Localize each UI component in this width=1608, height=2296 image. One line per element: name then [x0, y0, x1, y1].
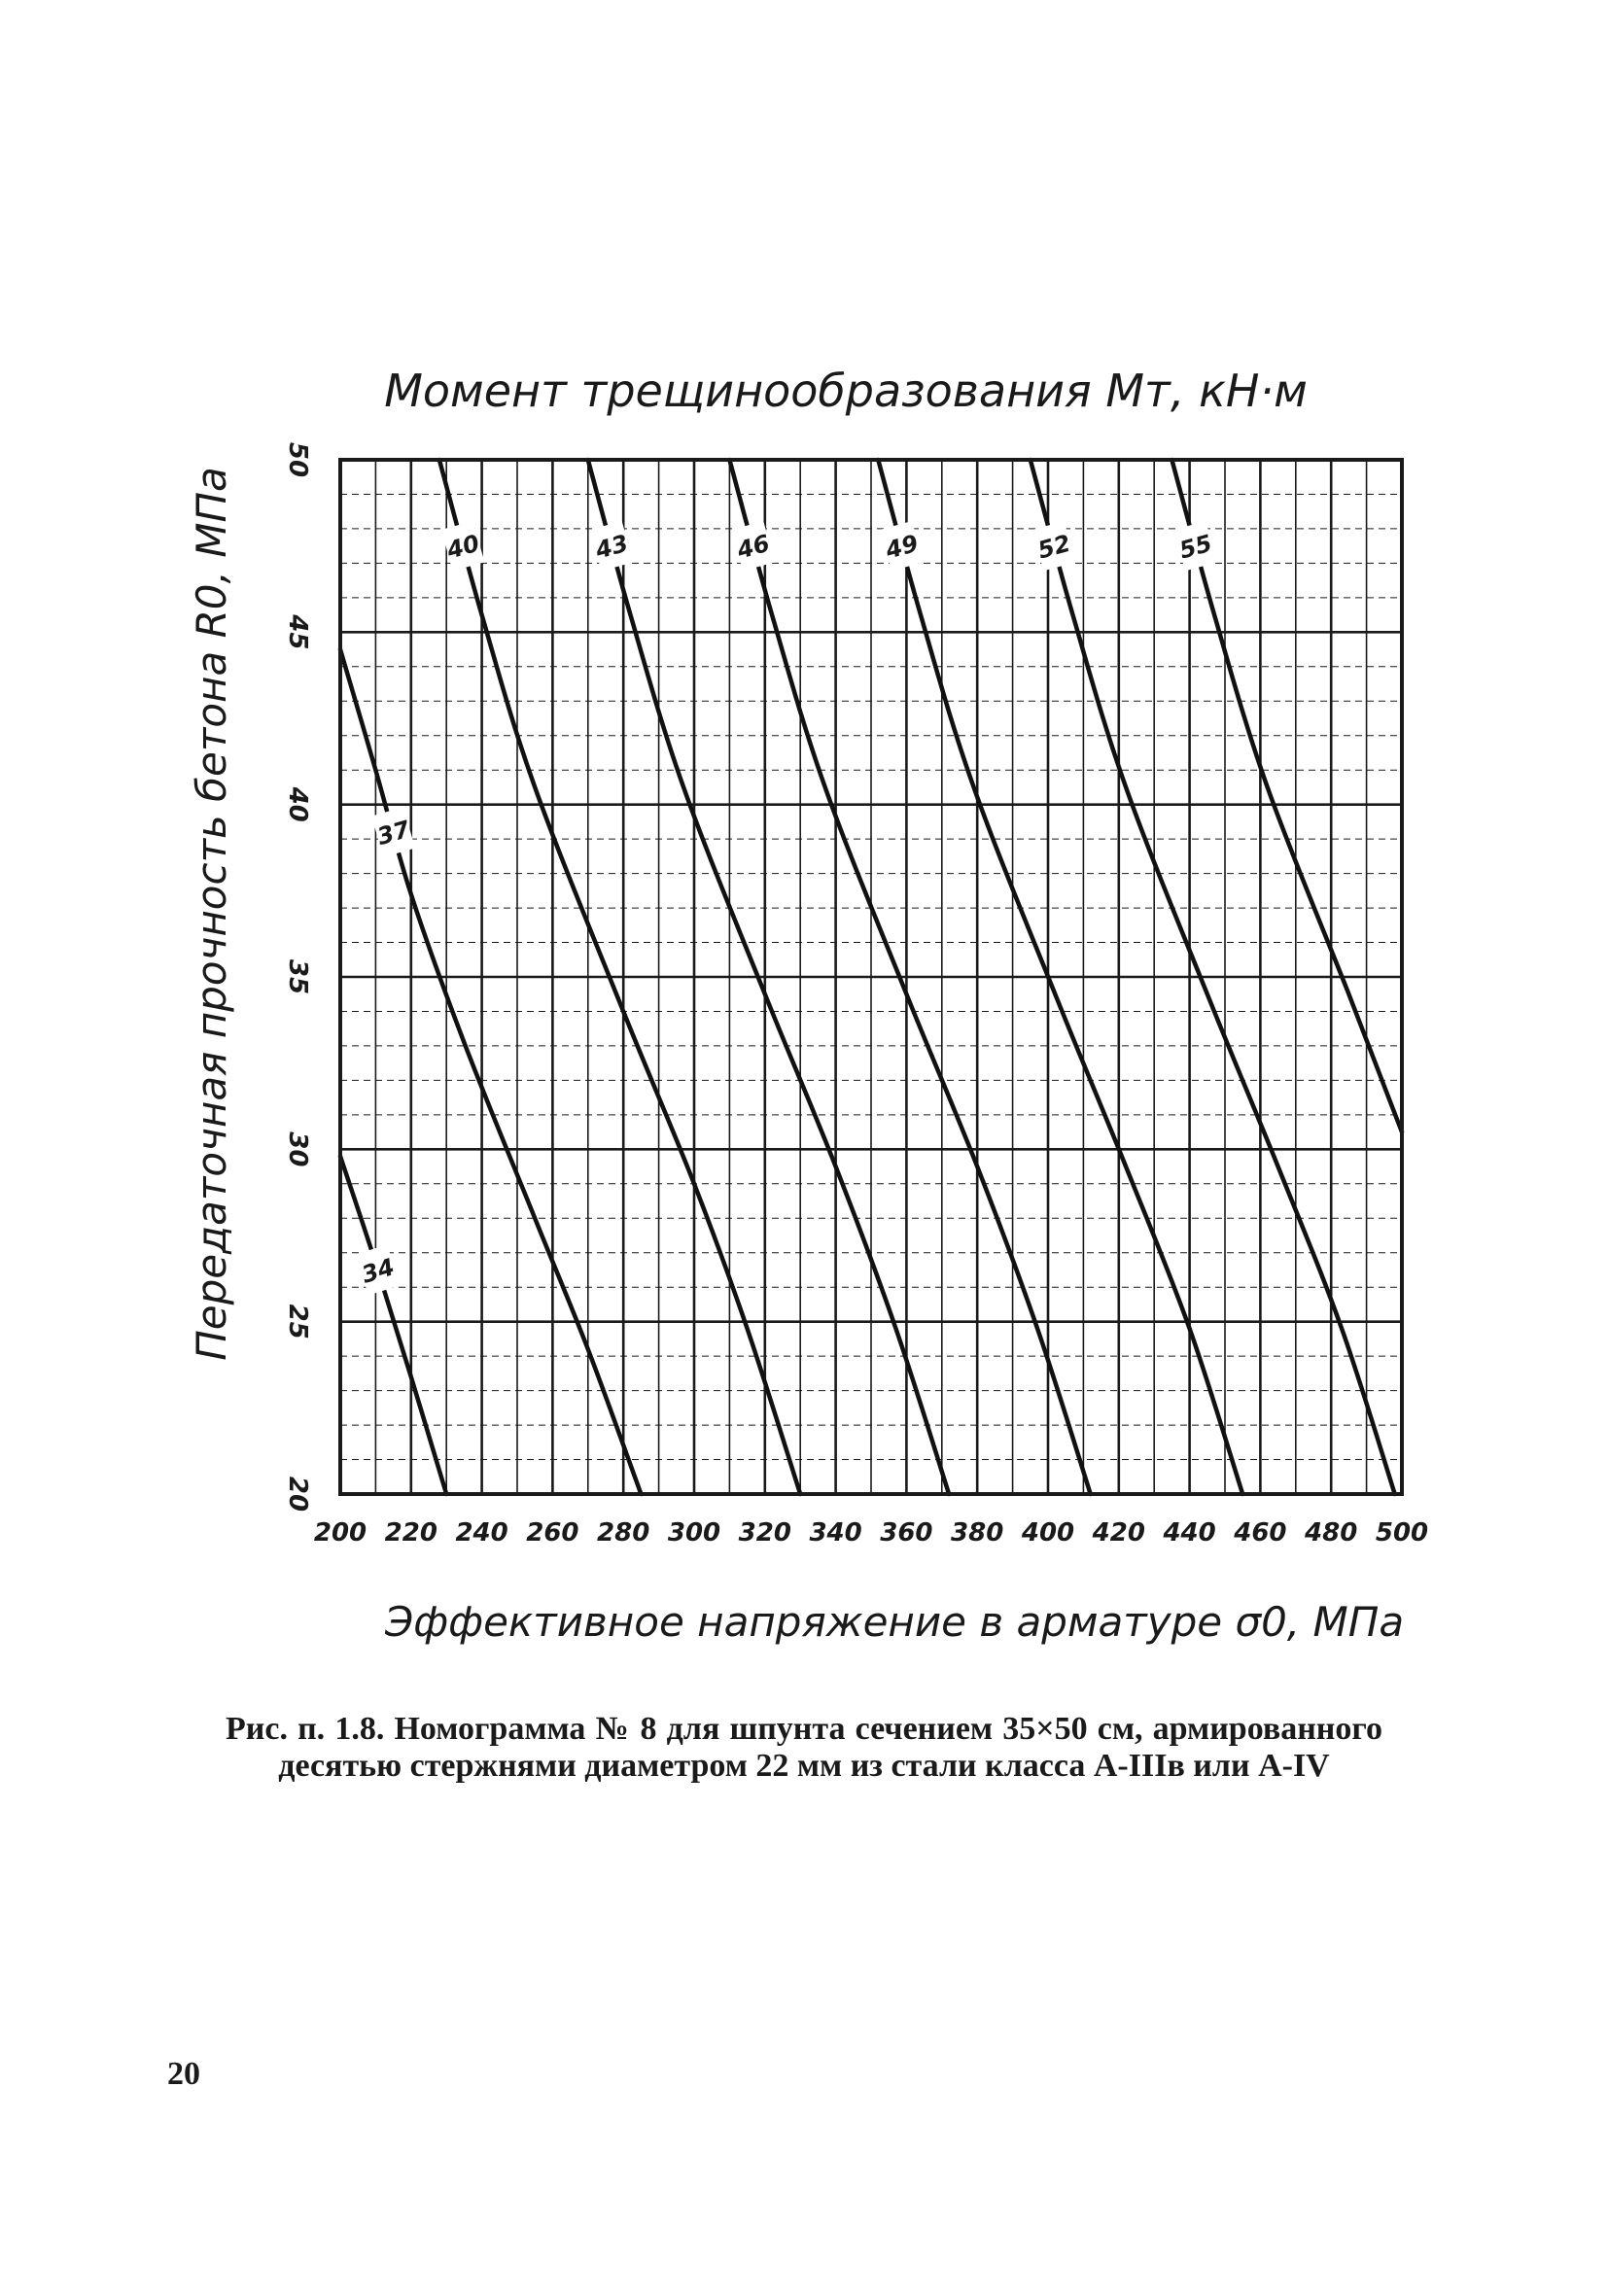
x-tick-label: 220 — [385, 1518, 437, 1548]
nomogram-chart: Момент трещинообразования Mт, кН·м Эффек… — [188, 365, 1428, 1646]
curve-43 — [585, 457, 952, 1497]
x-tick-label: 500 — [1376, 1518, 1428, 1548]
x-tick-label: 240 — [455, 1518, 507, 1548]
x-tick-labels: 200 220 240 260 280 300 320 340 360 380 400 420 440 4… — [314, 1518, 1428, 1548]
x-tick-label: 320 — [739, 1518, 791, 1548]
curve-label-backdrop — [440, 520, 485, 572]
y-tick-label: 45 — [283, 613, 312, 649]
y-tick-label: 50 — [283, 442, 312, 477]
curve-label-backdrop — [731, 520, 775, 572]
x-tick-label: 260 — [526, 1518, 578, 1548]
curve-40 — [437, 457, 803, 1497]
x-tick-label: 400 — [1021, 1518, 1074, 1548]
curve-46 — [727, 457, 1093, 1497]
x-tick-label: 460 — [1233, 1518, 1286, 1548]
curve-label-backdrop — [355, 1244, 401, 1296]
x-axis-label: Эффективное напряжение в арматуре σ0, МП… — [384, 1598, 1404, 1646]
x-tick-label: 480 — [1304, 1518, 1357, 1548]
curve-49 — [876, 457, 1245, 1497]
curve-37 — [337, 646, 644, 1497]
curve-label-backdrop — [589, 520, 634, 572]
y-tick-label: 20 — [283, 1477, 312, 1512]
x-tick-label: 380 — [951, 1518, 1003, 1548]
x-tick-label: 340 — [809, 1518, 861, 1548]
curve-label-backdrop — [1173, 520, 1217, 572]
x-tick-label: 200 — [314, 1518, 367, 1548]
curve-label-backdrop — [1031, 520, 1076, 572]
y-tick-label: 25 — [283, 1305, 312, 1339]
plot-frame — [338, 458, 1404, 1496]
y-tick-labels: 50 45 40 35 30 25 20 — [283, 442, 312, 1512]
x-tick-label: 420 — [1092, 1518, 1145, 1548]
page-number: 20 — [167, 2056, 200, 2092]
y-tick-label: 35 — [283, 959, 312, 994]
curve-label-backdrop — [371, 807, 415, 857]
x-tick-label: 300 — [668, 1518, 720, 1548]
x-tick-label: 280 — [597, 1518, 649, 1548]
y-tick-label: 30 — [283, 1131, 312, 1166]
y-axis-label: Передаточная прочность бетона R0, МПа — [188, 467, 235, 1361]
curve-55 — [1170, 457, 1405, 1134]
curve-label-backdrop — [880, 520, 924, 572]
x-tick-label: 360 — [880, 1518, 932, 1548]
figure-caption: Рис. п. 1.8. Номограмма № 8 для шпунта с… — [226, 1711, 1382, 1784]
curve-52 — [1028, 457, 1397, 1497]
curve-34 — [337, 1154, 449, 1497]
y-tick-label: 40 — [283, 786, 312, 822]
x-tick-label: 440 — [1162, 1518, 1215, 1548]
chart-title: Момент трещинообразования Mт, кН·м — [384, 365, 1308, 417]
